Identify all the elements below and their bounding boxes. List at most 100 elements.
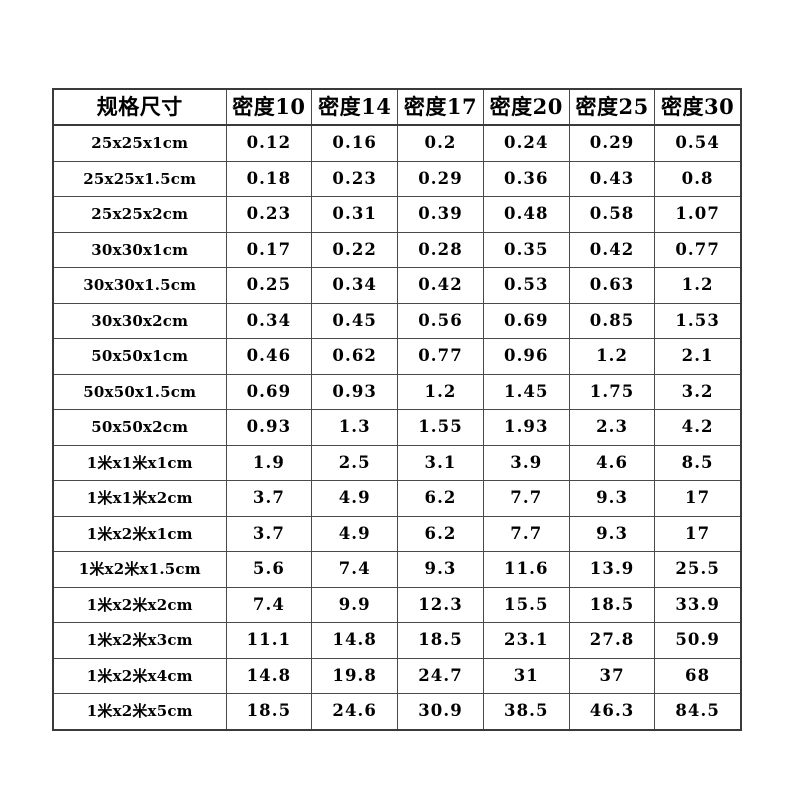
value-cell: 0.77 [397, 338, 484, 375]
value-cell: 3.2 [654, 373, 742, 410]
value-cell: 17 [654, 480, 742, 517]
value-cell: 1.55 [397, 409, 484, 446]
value-cell: 0.69 [482, 302, 570, 339]
value-cell: 0.35 [482, 231, 570, 268]
value-cell: 11.6 [482, 551, 570, 588]
value-cell: 11.1 [225, 622, 313, 659]
table-row: 1米x2米x4cm 14.8 19.8 24.7 31 37 68 [52, 657, 742, 694]
value-cell: 0.58 [568, 196, 656, 233]
value-cell: 0.45 [311, 302, 399, 339]
value-cell: 8.5 [654, 444, 742, 481]
value-cell: 0.43 [568, 160, 656, 197]
table-row: 30x30x1cm 0.17 0.22 0.28 0.35 0.42 0.77 [52, 231, 742, 268]
value-cell: 7.7 [482, 480, 570, 517]
table-row: 25x25x1.5cm 0.18 0.23 0.29 0.36 0.43 0.8 [52, 160, 742, 197]
column-header-spec: 规格尺寸 [52, 88, 227, 126]
value-cell: 31 [482, 657, 570, 694]
value-cell: 1.93 [482, 409, 570, 446]
spec-label: 25x25x1cm [52, 124, 227, 162]
spec-label: 50x50x1cm [52, 338, 227, 375]
value-cell: 0.48 [482, 196, 570, 233]
value-cell: 4.9 [311, 480, 399, 517]
value-cell: 18.5 [397, 622, 484, 659]
value-cell: 84.5 [654, 693, 742, 730]
value-cell: 1.3 [311, 409, 399, 446]
value-cell: 0.56 [397, 302, 484, 339]
value-cell: 30.9 [397, 693, 484, 730]
value-cell: 13.9 [568, 551, 656, 588]
spec-label: 50x50x1.5cm [52, 373, 227, 410]
value-cell: 27.8 [568, 622, 656, 659]
value-cell: 0.53 [482, 267, 570, 304]
value-cell: 18.5 [568, 586, 656, 623]
table-header-row: 规格尺寸 密度10 密度14 密度17 密度20 密度25 密度30 [52, 88, 742, 126]
table-row: 50x50x1.5cm 0.69 0.93 1.2 1.45 1.75 3.2 [52, 373, 742, 410]
value-cell: 1.75 [568, 373, 656, 410]
value-cell: 1.45 [482, 373, 570, 410]
value-cell: 23.1 [482, 622, 570, 659]
value-cell: 6.2 [397, 480, 484, 517]
table-row: 30x30x1.5cm 0.25 0.34 0.42 0.53 0.63 1.2 [52, 267, 742, 304]
spec-label: 1米x2米x1.5cm [52, 551, 227, 588]
value-cell: 1.53 [654, 302, 742, 339]
table-row: 1米x2米x5cm 18.5 24.6 30.9 38.5 46.3 84.5 [52, 693, 742, 730]
table-header: 规格尺寸 密度10 密度14 密度17 密度20 密度25 密度30 [52, 88, 742, 126]
value-cell: 0.29 [568, 124, 656, 162]
value-cell: 0.24 [482, 124, 570, 162]
value-cell: 17 [654, 515, 742, 552]
value-cell: 4.2 [654, 409, 742, 446]
value-cell: 0.42 [397, 267, 484, 304]
value-cell: 0.28 [397, 231, 484, 268]
value-cell: 4.9 [311, 515, 399, 552]
value-cell: 1.2 [654, 267, 742, 304]
value-cell: 1.9 [225, 444, 313, 481]
spec-label: 1米x1米x2cm [52, 480, 227, 517]
value-cell: 0.23 [225, 196, 313, 233]
value-cell: 9.3 [568, 515, 656, 552]
value-cell: 0.62 [311, 338, 399, 375]
value-cell: 0.25 [225, 267, 313, 304]
value-cell: 7.4 [225, 586, 313, 623]
value-cell: 3.1 [397, 444, 484, 481]
spec-label: 30x30x1.5cm [52, 267, 227, 304]
value-cell: 0.23 [311, 160, 399, 197]
column-header-density10: 密度10 [225, 88, 313, 126]
value-cell: 0.46 [225, 338, 313, 375]
spec-label: 30x30x2cm [52, 302, 227, 339]
spec-label: 50x50x2cm [52, 409, 227, 446]
table-row: 50x50x2cm 0.93 1.3 1.55 1.93 2.3 4.2 [52, 409, 742, 446]
value-cell: 24.6 [311, 693, 399, 730]
value-cell: 2.1 [654, 338, 742, 375]
column-header-density30: 密度30 [654, 88, 742, 126]
value-cell: 0.85 [568, 302, 656, 339]
table-row: 1米x1米x1cm 1.9 2.5 3.1 3.9 4.6 8.5 [52, 444, 742, 481]
table-row: 1米x2米x1.5cm 5.6 7.4 9.3 11.6 13.9 25.5 [52, 551, 742, 588]
density-weight-table: 规格尺寸 密度10 密度14 密度17 密度20 密度25 密度30 25x25… [52, 88, 742, 731]
value-cell: 0.69 [225, 373, 313, 410]
value-cell: 0.39 [397, 196, 484, 233]
spec-label: 1米x2米x4cm [52, 657, 227, 694]
table-row: 50x50x1cm 0.46 0.62 0.77 0.96 1.2 2.1 [52, 338, 742, 375]
value-cell: 0.54 [654, 124, 742, 162]
spec-label: 1米x2米x5cm [52, 693, 227, 730]
value-cell: 9.9 [311, 586, 399, 623]
value-cell: 18.5 [225, 693, 313, 730]
value-cell: 1.07 [654, 196, 742, 233]
value-cell: 38.5 [482, 693, 570, 730]
value-cell: 3.9 [482, 444, 570, 481]
table-row: 30x30x2cm 0.34 0.45 0.56 0.69 0.85 1.53 [52, 302, 742, 339]
value-cell: 19.8 [311, 657, 399, 694]
value-cell: 1.2 [397, 373, 484, 410]
value-cell: 0.31 [311, 196, 399, 233]
value-cell: 25.5 [654, 551, 742, 588]
table-body: 25x25x1cm 0.12 0.16 0.2 0.24 0.29 0.54 2… [52, 124, 742, 730]
value-cell: 0.17 [225, 231, 313, 268]
value-cell: 0.93 [311, 373, 399, 410]
value-cell: 9.3 [568, 480, 656, 517]
spec-label: 30x30x1cm [52, 231, 227, 268]
spec-label: 1米x2米x1cm [52, 515, 227, 552]
value-cell: 0.8 [654, 160, 742, 197]
value-cell: 0.36 [482, 160, 570, 197]
value-cell: 0.29 [397, 160, 484, 197]
spec-label: 25x25x2cm [52, 196, 227, 233]
